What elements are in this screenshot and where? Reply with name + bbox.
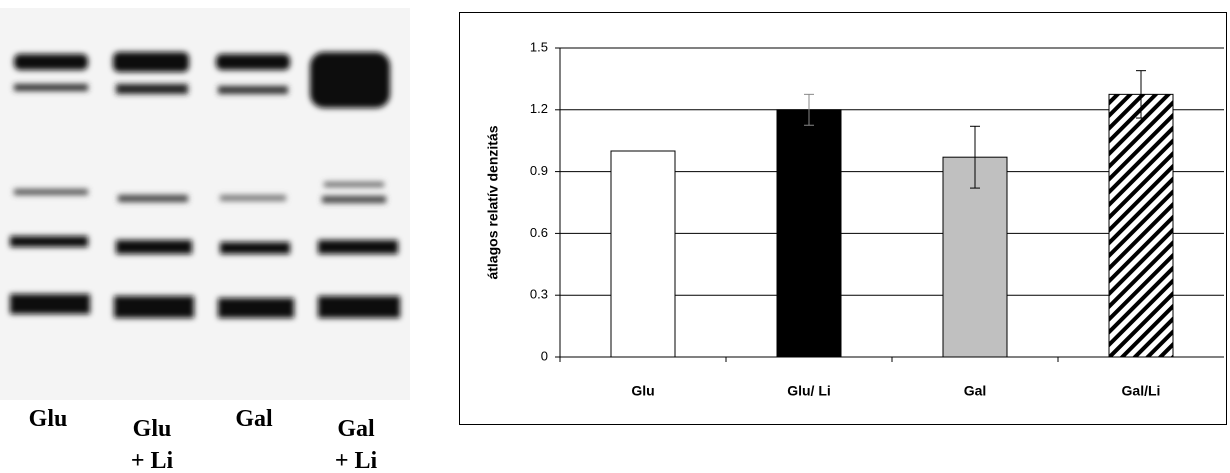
lane-label: Gal — [337, 416, 375, 442]
y-axis-label: átlagos relatív denzitás — [485, 125, 501, 279]
y-tick-label: 0.3 — [530, 287, 548, 302]
lane-labels: Glu Glu + Li Gal Gal + Li — [29, 406, 378, 473]
x-tick-label: Gal/Li — [1122, 383, 1161, 399]
lane-label: Gal — [235, 406, 273, 432]
page: Glu Glu + Li Gal Gal + Li 0 0.3 0.6 0.9 1.2 1.5 átl… — [0, 0, 1230, 473]
y-tick-label: 1.5 — [530, 39, 548, 54]
lane-label: Glu — [133, 416, 172, 442]
y-tick-label: 0 — [541, 348, 548, 363]
lane-label: Glu — [29, 406, 68, 432]
x-tick-label: Glu — [631, 383, 654, 399]
bar — [611, 151, 675, 357]
bar — [777, 110, 841, 357]
bar — [1109, 94, 1173, 357]
y-tick-label: 0.6 — [530, 225, 548, 240]
western-blot — [0, 8, 410, 400]
lane-label: + Li — [335, 448, 378, 473]
lane-label: + Li — [131, 448, 174, 473]
x-tick-label: Gal — [964, 383, 987, 399]
y-tick-label: 1.2 — [530, 101, 548, 116]
x-tick-label: Glu/ Li — [787, 383, 831, 399]
y-tick-label: 0.9 — [530, 163, 548, 178]
